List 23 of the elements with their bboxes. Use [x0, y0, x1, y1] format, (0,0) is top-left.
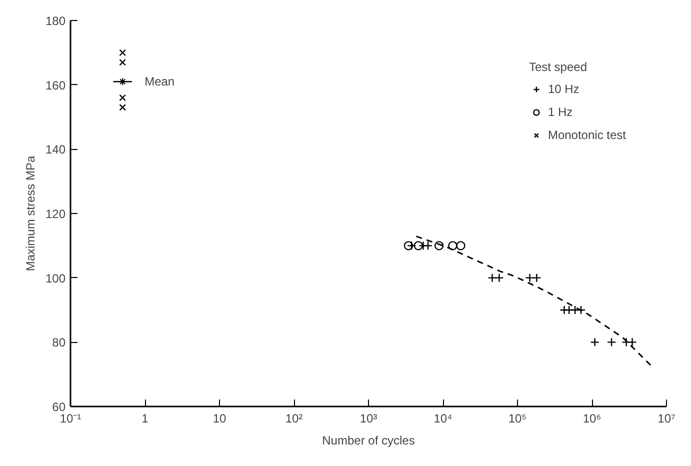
- x-axis-title: Number of cycles: [322, 434, 415, 448]
- y-tick-label: 80: [52, 336, 66, 350]
- y-tick-label: 100: [45, 271, 66, 286]
- x-tick-label: 10⁻¹: [60, 412, 82, 426]
- x-tick-label: 10⁵: [508, 412, 527, 426]
- x-tick-label: 10: [212, 412, 226, 426]
- legend-label: 10 Hz: [548, 82, 580, 96]
- y-axis-title: Maximum stress MPa: [23, 156, 38, 272]
- y-tick-label: 140: [45, 142, 66, 157]
- x-tick-label: 10²: [285, 412, 303, 426]
- x-tick-label: 10⁷: [658, 412, 676, 426]
- y-tick-label: 160: [45, 78, 66, 92]
- legend-label: Monotonic test: [548, 128, 626, 142]
- x-tick-label: 10⁶: [582, 412, 602, 426]
- y-tick-label: 180: [45, 14, 66, 28]
- annotation: Mean: [144, 74, 175, 89]
- legend-title: Test speed: [528, 60, 588, 74]
- legend-label: 1 Hz: [548, 105, 573, 119]
- y-tick-label: 60: [52, 400, 66, 414]
- x-tick-label: 10⁴: [434, 412, 452, 426]
- x-tick-label: 1: [142, 412, 149, 426]
- x-tick-label: 10³: [360, 412, 378, 426]
- y-tick-label: 120: [45, 207, 66, 221]
